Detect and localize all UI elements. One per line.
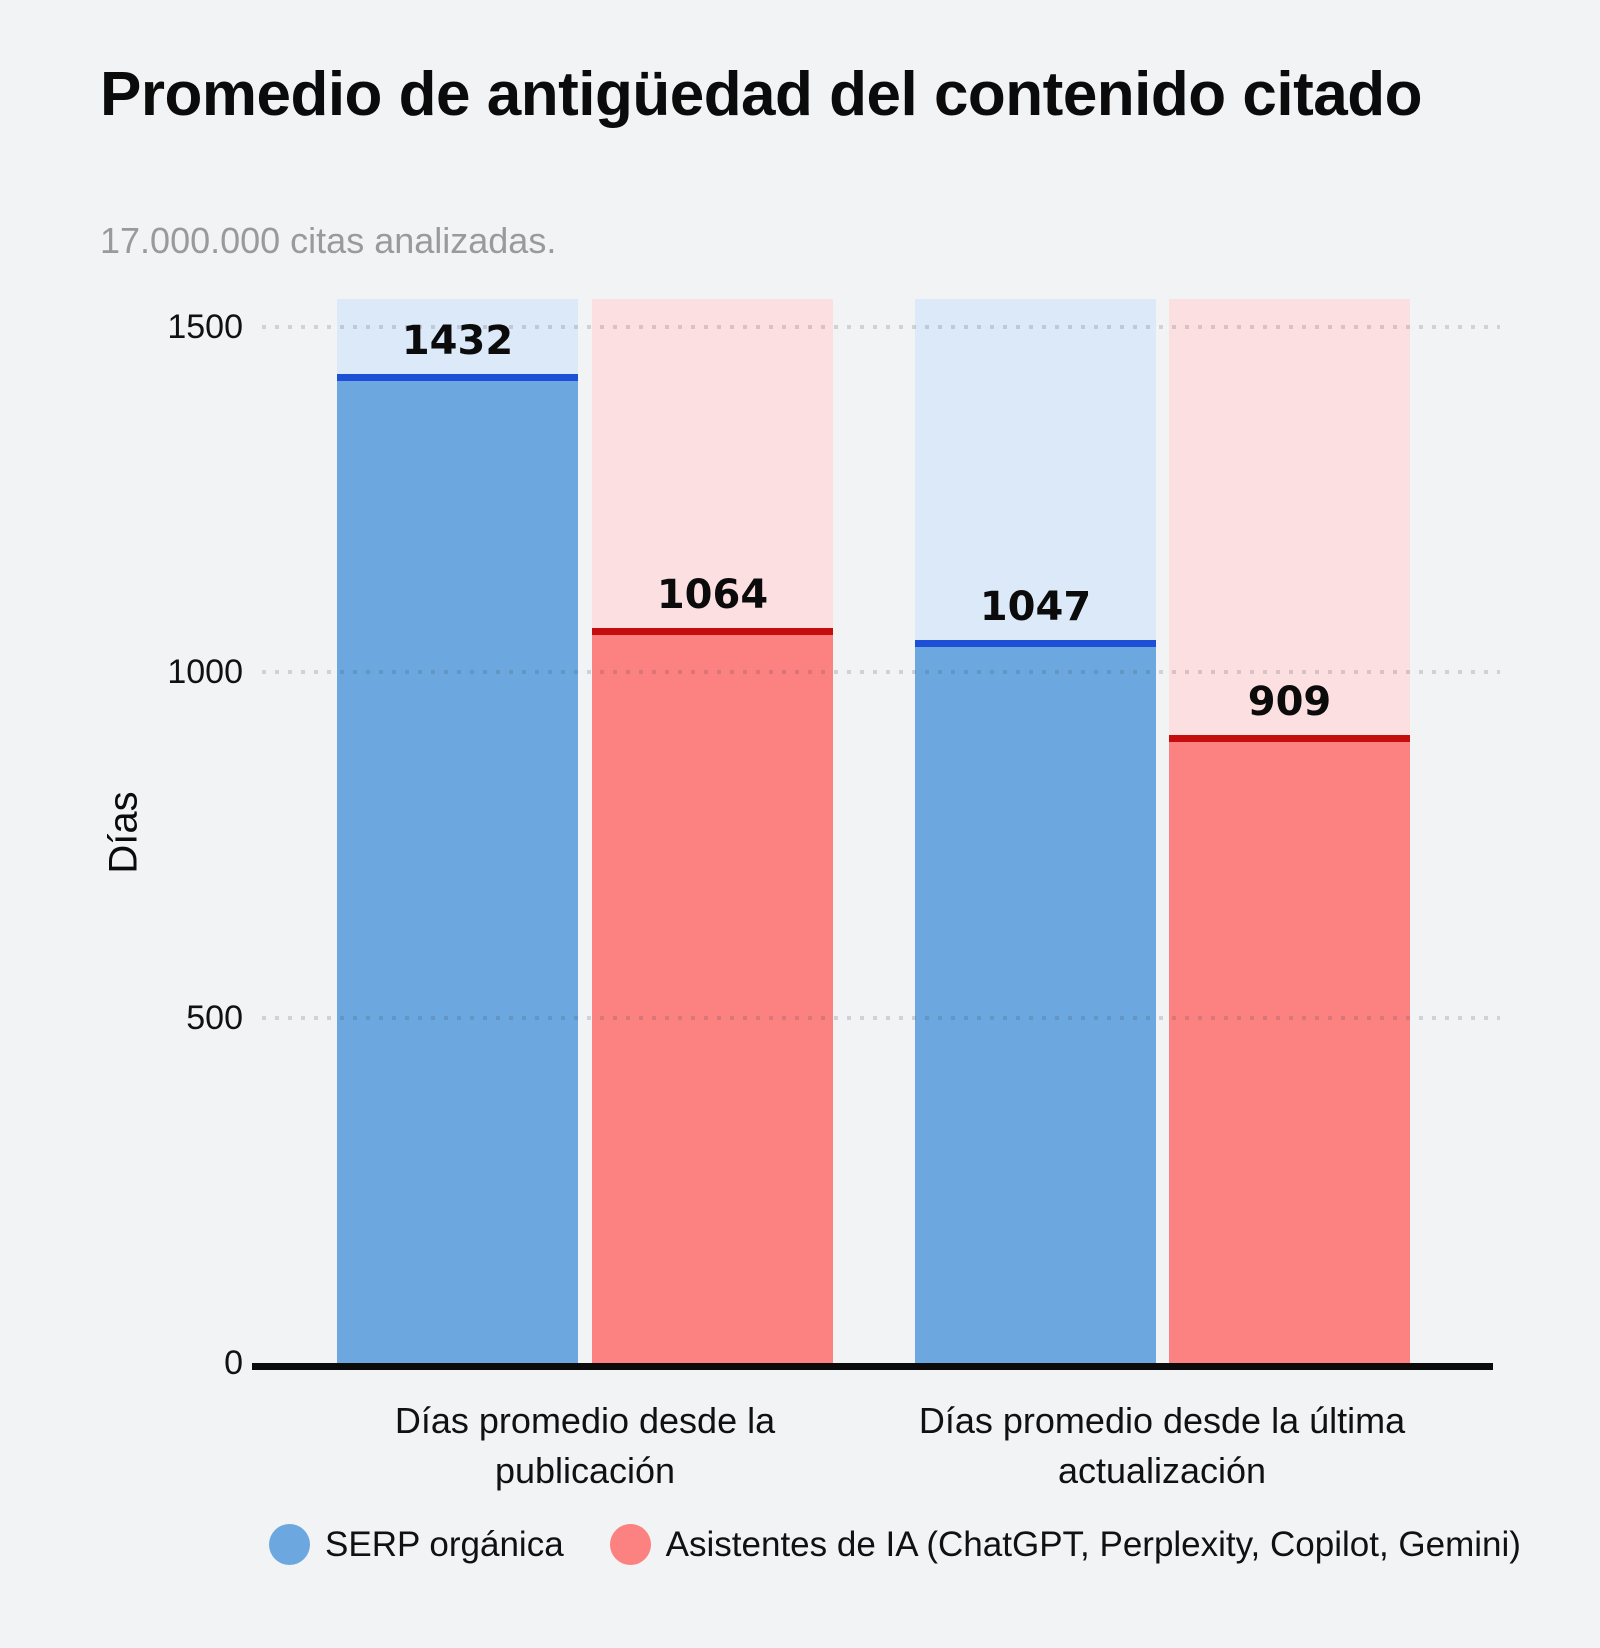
chart-title: Promedio de antigüedad del contenido cit… xyxy=(100,60,1422,129)
gridline-1000 xyxy=(262,670,1500,675)
legend-swatch-icon xyxy=(609,1524,651,1565)
bar-value-label: 1064 xyxy=(656,572,769,618)
y-tick-label-0: 0 xyxy=(224,1344,243,1382)
y-tick-label-500: 500 xyxy=(186,998,243,1037)
bar-fill xyxy=(337,374,578,1363)
bar-fill xyxy=(1169,735,1410,1363)
x-axis-line xyxy=(252,1363,1493,1370)
bar-value-label: 909 xyxy=(1247,679,1332,725)
bar-value-label: 1432 xyxy=(401,318,514,364)
bar-group-1-series-2: 1064 xyxy=(592,299,833,1363)
y-tick-label-1500: 1500 xyxy=(167,308,243,346)
bar-group-1-series-1: 1432 xyxy=(337,299,578,1363)
x-category-label-1: Días promedio desde la publicación xyxy=(394,1400,776,1492)
bar-value-label: 1047 xyxy=(979,584,1092,630)
gridline-1500 xyxy=(262,325,1500,329)
legend-item-1: SERP orgánica xyxy=(269,1524,564,1565)
gridline-500 xyxy=(262,1015,1500,1020)
y-axis-label: Días xyxy=(101,791,146,874)
bar-fill xyxy=(592,628,833,1363)
y-tick-label-1000: 1000 xyxy=(167,653,243,692)
legend-label: SERP orgánica xyxy=(325,1524,564,1564)
legend-item-2: Asistentes de IA (ChatGPT, Perplexity, C… xyxy=(609,1524,1521,1565)
legend-swatch-icon xyxy=(269,1524,310,1565)
legend-label: Asistentes de IA (ChatGPT, Perplexity, C… xyxy=(665,1524,1521,1564)
chart-subtitle: 17.000.000 citas analizadas. xyxy=(100,220,557,261)
x-category-label-2: Días promedio desde la última actualizac… xyxy=(918,1400,1406,1492)
legend: SERP orgánica Asistentes de IA (ChatGPT, … xyxy=(269,1524,1521,1565)
bar-group-2-series-2: 909 xyxy=(1169,299,1410,1363)
bar-fill xyxy=(915,640,1156,1363)
bar-group-2-series-1: 1047 xyxy=(915,299,1156,1363)
